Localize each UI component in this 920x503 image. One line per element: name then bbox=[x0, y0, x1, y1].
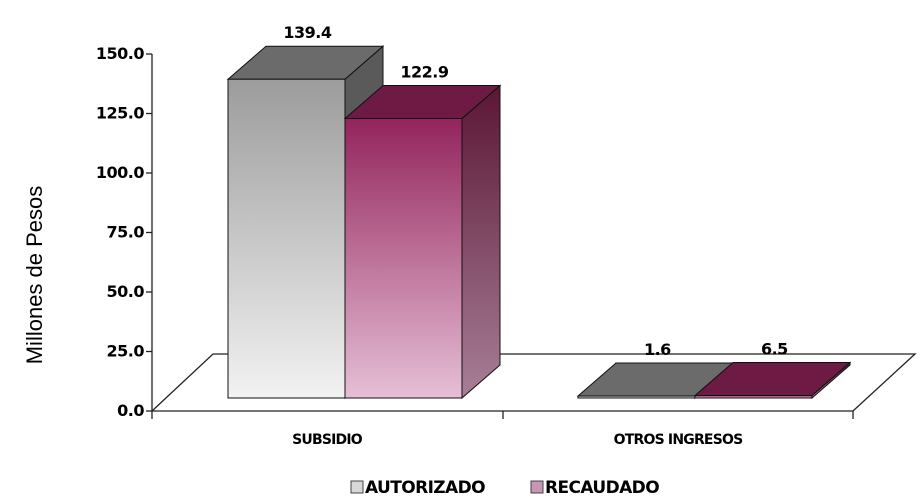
chart-floor bbox=[150, 353, 917, 412]
legend-swatch-autorizado bbox=[350, 480, 364, 494]
y-axis-title: Millones de Pesos bbox=[22, 186, 47, 365]
y-tick-label: 75.0 bbox=[107, 223, 145, 242]
bar-recaudado bbox=[694, 395, 813, 399]
legend-swatch-recaudado bbox=[530, 480, 544, 494]
data-label-recaudado: 122.9 bbox=[400, 62, 448, 81]
bar-side-recaudado bbox=[461, 84, 501, 400]
data-label-autorizado: 139.4 bbox=[283, 23, 331, 42]
floor-plane bbox=[150, 353, 917, 412]
y-tick-label: 100.0 bbox=[96, 163, 144, 182]
bar-autorizado bbox=[227, 78, 346, 399]
value-axis: 0.0 25.0 50.0 75.0 100.0 125.0 150.0 bbox=[96, 44, 854, 420]
data-label-recaudado: 6.5 bbox=[761, 340, 788, 359]
y-tick-label: 150.0 bbox=[96, 44, 144, 63]
y-tick-label: 0.0 bbox=[117, 401, 144, 420]
y-tick-label: 25.0 bbox=[107, 342, 145, 361]
legend: AUTORIZADO RECAUDADO bbox=[350, 478, 660, 498]
category-label: OTROS INGRESOS bbox=[614, 432, 743, 448]
data-labels: SUBSIDIO OTROS INGRESOS 139.4 1.6 122.9 6.5 bbox=[283, 23, 788, 448]
legend-label-recaudado: RECAUDADO bbox=[545, 478, 659, 498]
category-label: SUBSIDIO bbox=[292, 432, 363, 448]
y-tick-label: 50.0 bbox=[107, 282, 145, 301]
bars bbox=[226, 45, 852, 400]
data-label-autorizado: 1.6 bbox=[644, 340, 671, 359]
bar-autorizado bbox=[577, 395, 696, 399]
y-tick-label: 125.0 bbox=[96, 104, 144, 123]
bar-recaudado bbox=[344, 117, 463, 399]
legend-label-autorizado: AUTORIZADO bbox=[365, 478, 485, 498]
